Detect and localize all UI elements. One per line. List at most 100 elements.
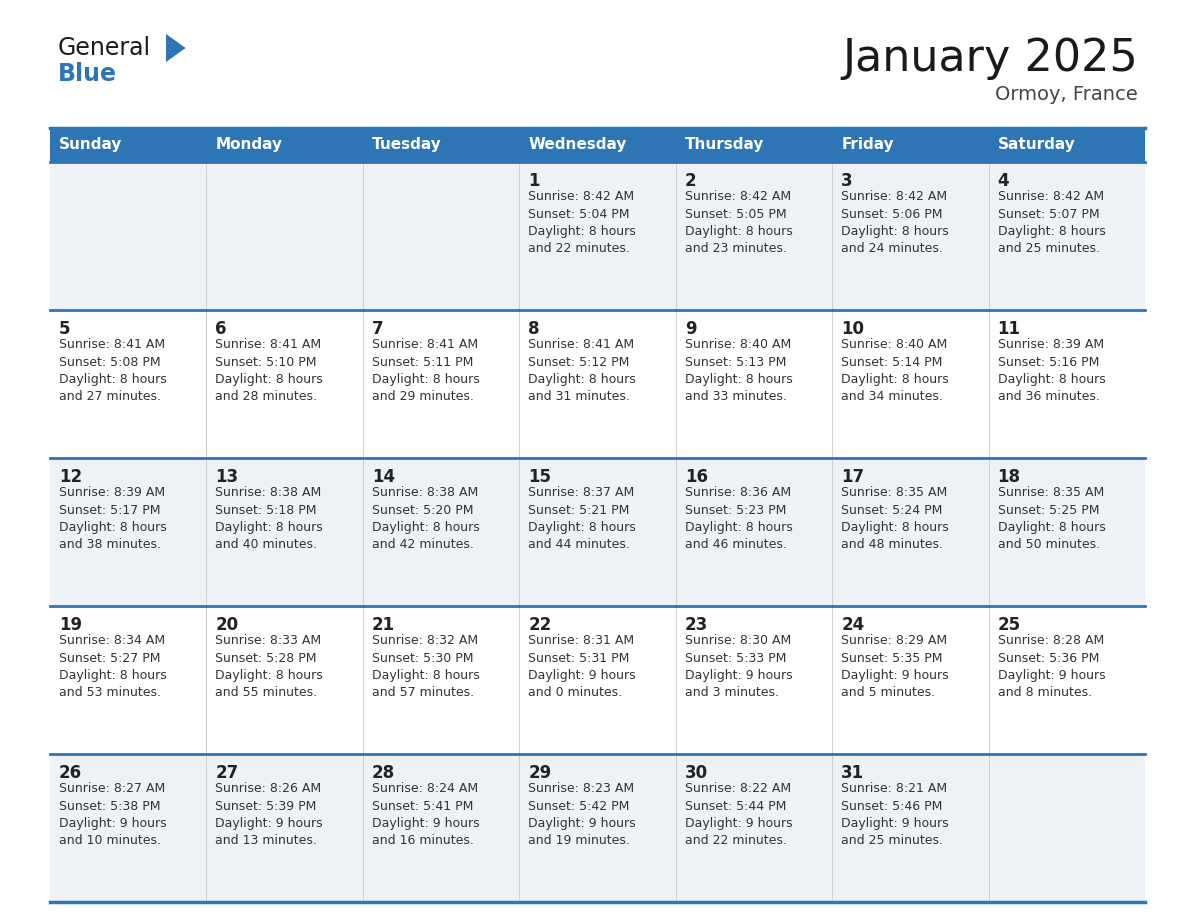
Bar xyxy=(519,458,676,606)
Text: Thursday: Thursday xyxy=(684,138,764,152)
Text: 29: 29 xyxy=(529,764,551,782)
Text: Sunrise: 8:42 AM
Sunset: 5:05 PM
Daylight: 8 hours
and 23 minutes.: Sunrise: 8:42 AM Sunset: 5:05 PM Dayligh… xyxy=(684,190,792,255)
Text: 31: 31 xyxy=(841,764,864,782)
Bar xyxy=(988,310,1145,458)
Bar xyxy=(676,606,832,754)
Text: Sunrise: 8:42 AM
Sunset: 5:06 PM
Daylight: 8 hours
and 24 minutes.: Sunrise: 8:42 AM Sunset: 5:06 PM Dayligh… xyxy=(841,190,949,255)
Text: 24: 24 xyxy=(841,616,865,634)
Text: Sunrise: 8:30 AM
Sunset: 5:33 PM
Daylight: 9 hours
and 3 minutes.: Sunrise: 8:30 AM Sunset: 5:33 PM Dayligh… xyxy=(684,634,792,700)
Text: 25: 25 xyxy=(998,616,1020,634)
Bar xyxy=(832,754,988,902)
Bar xyxy=(519,606,676,754)
Text: 11: 11 xyxy=(998,320,1020,338)
Text: Sunrise: 8:31 AM
Sunset: 5:31 PM
Daylight: 9 hours
and 0 minutes.: Sunrise: 8:31 AM Sunset: 5:31 PM Dayligh… xyxy=(529,634,636,700)
Text: Sunrise: 8:32 AM
Sunset: 5:30 PM
Daylight: 8 hours
and 57 minutes.: Sunrise: 8:32 AM Sunset: 5:30 PM Dayligh… xyxy=(372,634,480,700)
Text: Sunrise: 8:42 AM
Sunset: 5:04 PM
Daylight: 8 hours
and 22 minutes.: Sunrise: 8:42 AM Sunset: 5:04 PM Dayligh… xyxy=(529,190,636,255)
Text: 30: 30 xyxy=(684,764,708,782)
Text: Sunrise: 8:40 AM
Sunset: 5:14 PM
Daylight: 8 hours
and 34 minutes.: Sunrise: 8:40 AM Sunset: 5:14 PM Dayligh… xyxy=(841,338,949,404)
Text: 6: 6 xyxy=(215,320,227,338)
Text: 3: 3 xyxy=(841,172,853,190)
Text: Sunrise: 8:22 AM
Sunset: 5:44 PM
Daylight: 9 hours
and 22 minutes.: Sunrise: 8:22 AM Sunset: 5:44 PM Dayligh… xyxy=(684,782,792,847)
Text: Sunrise: 8:38 AM
Sunset: 5:18 PM
Daylight: 8 hours
and 40 minutes.: Sunrise: 8:38 AM Sunset: 5:18 PM Dayligh… xyxy=(215,486,323,552)
Bar xyxy=(519,754,676,902)
Text: Sunrise: 8:41 AM
Sunset: 5:11 PM
Daylight: 8 hours
and 29 minutes.: Sunrise: 8:41 AM Sunset: 5:11 PM Dayligh… xyxy=(372,338,480,404)
Text: 5: 5 xyxy=(59,320,70,338)
Bar xyxy=(519,310,676,458)
Text: Saturday: Saturday xyxy=(998,138,1075,152)
Bar xyxy=(207,754,362,902)
Bar xyxy=(832,606,988,754)
Text: Sunrise: 8:39 AM
Sunset: 5:16 PM
Daylight: 8 hours
and 36 minutes.: Sunrise: 8:39 AM Sunset: 5:16 PM Dayligh… xyxy=(998,338,1105,404)
Text: Sunrise: 8:38 AM
Sunset: 5:20 PM
Daylight: 8 hours
and 42 minutes.: Sunrise: 8:38 AM Sunset: 5:20 PM Dayligh… xyxy=(372,486,480,552)
Bar xyxy=(50,310,207,458)
Text: Wednesday: Wednesday xyxy=(529,138,626,152)
Text: 7: 7 xyxy=(372,320,384,338)
Bar xyxy=(207,162,362,310)
Bar xyxy=(988,458,1145,606)
Text: 12: 12 xyxy=(59,468,82,486)
Text: 8: 8 xyxy=(529,320,539,338)
Text: Sunrise: 8:34 AM
Sunset: 5:27 PM
Daylight: 8 hours
and 53 minutes.: Sunrise: 8:34 AM Sunset: 5:27 PM Dayligh… xyxy=(59,634,166,700)
Text: Sunday: Sunday xyxy=(59,138,122,152)
Text: January 2025: January 2025 xyxy=(842,37,1138,80)
Text: Ormoy, France: Ormoy, France xyxy=(996,85,1138,105)
Text: 26: 26 xyxy=(59,764,82,782)
Text: 4: 4 xyxy=(998,172,1009,190)
Text: 23: 23 xyxy=(684,616,708,634)
Text: 2: 2 xyxy=(684,172,696,190)
Bar xyxy=(988,162,1145,310)
Text: Sunrise: 8:36 AM
Sunset: 5:23 PM
Daylight: 8 hours
and 46 minutes.: Sunrise: 8:36 AM Sunset: 5:23 PM Dayligh… xyxy=(684,486,792,552)
Text: 14: 14 xyxy=(372,468,394,486)
Text: Sunrise: 8:35 AM
Sunset: 5:25 PM
Daylight: 8 hours
and 50 minutes.: Sunrise: 8:35 AM Sunset: 5:25 PM Dayligh… xyxy=(998,486,1105,552)
Bar xyxy=(832,458,988,606)
Text: 13: 13 xyxy=(215,468,239,486)
Bar xyxy=(988,754,1145,902)
Text: Sunrise: 8:41 AM
Sunset: 5:08 PM
Daylight: 8 hours
and 27 minutes.: Sunrise: 8:41 AM Sunset: 5:08 PM Dayligh… xyxy=(59,338,166,404)
Bar xyxy=(207,458,362,606)
Text: Sunrise: 8:27 AM
Sunset: 5:38 PM
Daylight: 9 hours
and 10 minutes.: Sunrise: 8:27 AM Sunset: 5:38 PM Dayligh… xyxy=(59,782,166,847)
Bar xyxy=(362,754,519,902)
Bar xyxy=(362,606,519,754)
Bar xyxy=(832,128,988,162)
Bar xyxy=(362,310,519,458)
Text: Tuesday: Tuesday xyxy=(372,138,442,152)
Bar xyxy=(676,310,832,458)
Text: Sunrise: 8:28 AM
Sunset: 5:36 PM
Daylight: 9 hours
and 8 minutes.: Sunrise: 8:28 AM Sunset: 5:36 PM Dayligh… xyxy=(998,634,1105,700)
Bar xyxy=(50,606,207,754)
Text: Sunrise: 8:39 AM
Sunset: 5:17 PM
Daylight: 8 hours
and 38 minutes.: Sunrise: 8:39 AM Sunset: 5:17 PM Dayligh… xyxy=(59,486,166,552)
Bar xyxy=(988,606,1145,754)
Text: Sunrise: 8:41 AM
Sunset: 5:12 PM
Daylight: 8 hours
and 31 minutes.: Sunrise: 8:41 AM Sunset: 5:12 PM Dayligh… xyxy=(529,338,636,404)
Bar xyxy=(50,458,207,606)
Text: 10: 10 xyxy=(841,320,864,338)
Bar xyxy=(207,606,362,754)
Text: 1: 1 xyxy=(529,172,539,190)
Text: Sunrise: 8:35 AM
Sunset: 5:24 PM
Daylight: 8 hours
and 48 minutes.: Sunrise: 8:35 AM Sunset: 5:24 PM Dayligh… xyxy=(841,486,949,552)
Text: Sunrise: 8:37 AM
Sunset: 5:21 PM
Daylight: 8 hours
and 44 minutes.: Sunrise: 8:37 AM Sunset: 5:21 PM Dayligh… xyxy=(529,486,636,552)
Text: 17: 17 xyxy=(841,468,864,486)
Text: 18: 18 xyxy=(998,468,1020,486)
Bar xyxy=(676,128,832,162)
Text: Sunrise: 8:41 AM
Sunset: 5:10 PM
Daylight: 8 hours
and 28 minutes.: Sunrise: 8:41 AM Sunset: 5:10 PM Dayligh… xyxy=(215,338,323,404)
Bar xyxy=(519,128,676,162)
Text: Sunrise: 8:42 AM
Sunset: 5:07 PM
Daylight: 8 hours
and 25 minutes.: Sunrise: 8:42 AM Sunset: 5:07 PM Dayligh… xyxy=(998,190,1105,255)
Bar xyxy=(832,310,988,458)
Bar xyxy=(362,128,519,162)
Bar xyxy=(519,162,676,310)
Bar xyxy=(676,754,832,902)
Text: 27: 27 xyxy=(215,764,239,782)
Text: 28: 28 xyxy=(372,764,394,782)
Text: 20: 20 xyxy=(215,616,239,634)
Bar xyxy=(207,128,362,162)
Bar xyxy=(832,162,988,310)
Text: 15: 15 xyxy=(529,468,551,486)
Text: Blue: Blue xyxy=(58,62,116,86)
Bar xyxy=(676,162,832,310)
Bar xyxy=(50,162,207,310)
Text: 16: 16 xyxy=(684,468,708,486)
Text: Sunrise: 8:21 AM
Sunset: 5:46 PM
Daylight: 9 hours
and 25 minutes.: Sunrise: 8:21 AM Sunset: 5:46 PM Dayligh… xyxy=(841,782,949,847)
Text: 9: 9 xyxy=(684,320,696,338)
Text: Sunrise: 8:26 AM
Sunset: 5:39 PM
Daylight: 9 hours
and 13 minutes.: Sunrise: 8:26 AM Sunset: 5:39 PM Dayligh… xyxy=(215,782,323,847)
Text: 19: 19 xyxy=(59,616,82,634)
Polygon shape xyxy=(166,34,185,62)
Text: Sunrise: 8:23 AM
Sunset: 5:42 PM
Daylight: 9 hours
and 19 minutes.: Sunrise: 8:23 AM Sunset: 5:42 PM Dayligh… xyxy=(529,782,636,847)
